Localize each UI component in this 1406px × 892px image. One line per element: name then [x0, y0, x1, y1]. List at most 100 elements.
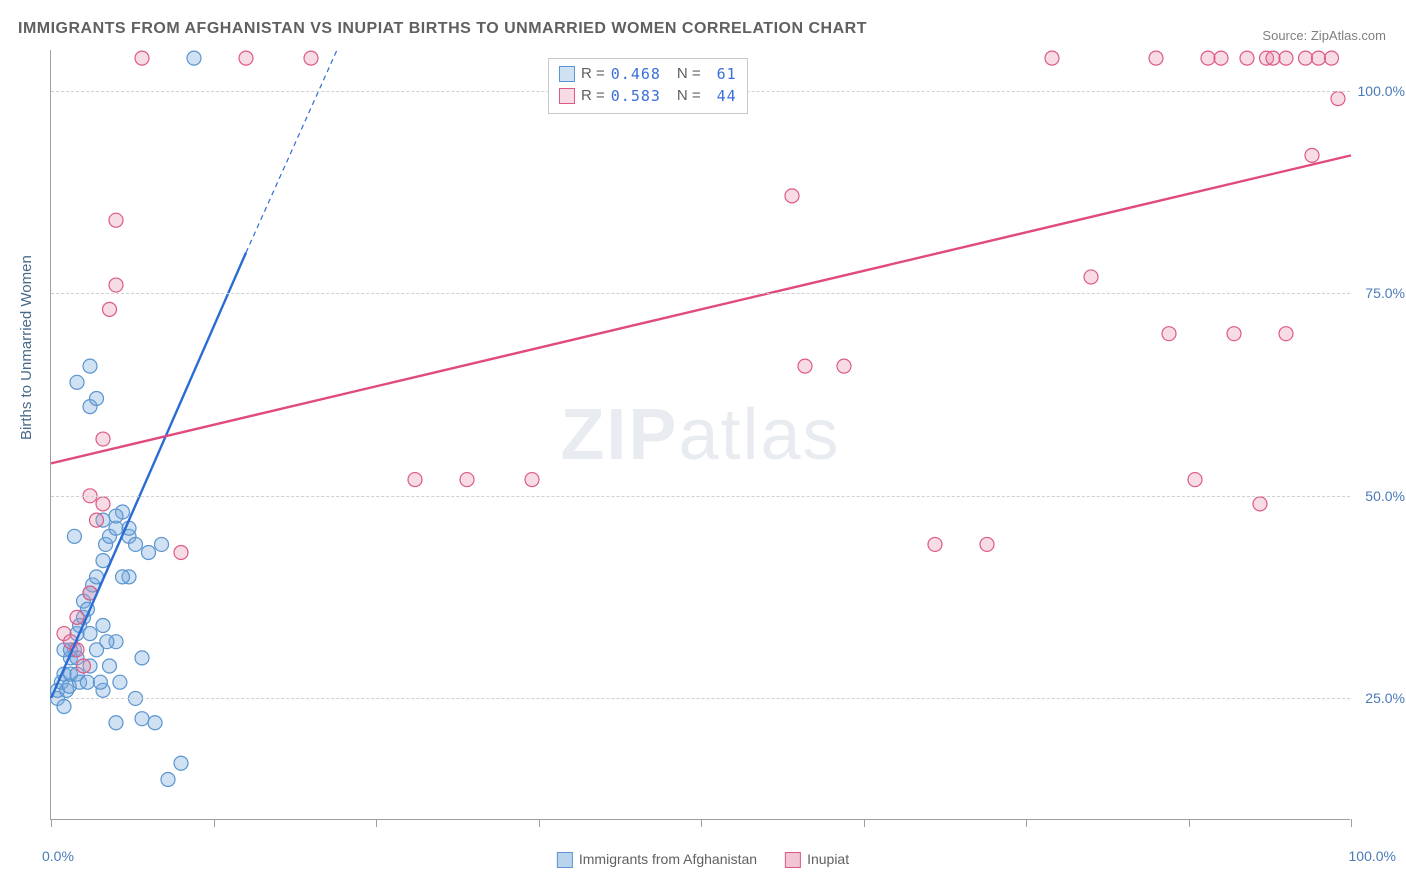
data-point [100, 635, 114, 649]
x-tick [864, 819, 865, 827]
regression-line [51, 155, 1351, 463]
data-point [1201, 51, 1215, 65]
x-tick [1189, 819, 1190, 827]
y-tick-label: 75.0% [1365, 285, 1405, 301]
data-point [135, 651, 149, 665]
legend-swatch [785, 852, 801, 868]
data-point [174, 756, 188, 770]
x-tick [1351, 819, 1352, 827]
chart-svg [51, 50, 1350, 819]
data-point [113, 675, 127, 689]
data-point [239, 51, 253, 65]
data-point [785, 189, 799, 203]
data-point [135, 51, 149, 65]
gridline [51, 496, 1350, 497]
legend-label: Immigrants from Afghanistan [579, 851, 757, 867]
data-point [161, 772, 175, 786]
regression-line [51, 253, 246, 699]
data-point [1253, 497, 1267, 511]
x-axis-label-min: 0.0% [42, 848, 74, 864]
data-point [408, 473, 422, 487]
gridline [51, 698, 1350, 699]
data-point [109, 509, 123, 523]
data-point [187, 51, 201, 65]
data-point [460, 473, 474, 487]
data-point [1331, 92, 1345, 106]
data-point [1240, 51, 1254, 65]
regression-line-extrapolated [246, 50, 337, 253]
data-point [928, 537, 942, 551]
data-point [837, 359, 851, 373]
data-point [96, 618, 110, 632]
y-tick-label: 50.0% [1365, 488, 1405, 504]
stats-legend-box: R =0.468N =61R =0.583N =44 [548, 58, 748, 114]
legend-swatch [557, 852, 573, 868]
data-point [70, 375, 84, 389]
data-point [67, 529, 81, 543]
data-point [90, 392, 104, 406]
data-point [148, 716, 162, 730]
data-point [1266, 51, 1280, 65]
stat-r-value: 0.468 [611, 63, 661, 85]
data-point [1299, 51, 1313, 65]
x-axis-label-max: 100.0% [1349, 848, 1396, 864]
x-tick [51, 819, 52, 827]
data-point [980, 537, 994, 551]
data-point [129, 537, 143, 551]
data-point [1084, 270, 1098, 284]
data-point [57, 700, 71, 714]
data-point [798, 359, 812, 373]
source-attribution: Source: ZipAtlas.com [1262, 28, 1386, 43]
x-tick [214, 819, 215, 827]
data-point [109, 716, 123, 730]
legend-bottom: Immigrants from Afghanistan Inupiat [557, 851, 849, 868]
data-point [174, 546, 188, 560]
stat-r-value: 0.583 [611, 85, 661, 107]
legend-item: Immigrants from Afghanistan [557, 851, 757, 868]
data-point [1045, 51, 1059, 65]
stat-r-label: R = [581, 63, 605, 85]
data-point [1214, 51, 1228, 65]
y-tick-label: 100.0% [1358, 83, 1405, 99]
data-point [1227, 327, 1241, 341]
legend-swatch [559, 88, 575, 104]
data-point [1279, 51, 1293, 65]
y-axis-label: Births to Unmarried Women [18, 255, 35, 440]
chart-title: IMMIGRANTS FROM AFGHANISTAN VS INUPIAT B… [18, 20, 867, 38]
x-tick [1026, 819, 1027, 827]
data-point [155, 537, 169, 551]
stats-row: R = 0.468 N = 61 [559, 63, 737, 85]
legend-swatch [559, 66, 575, 82]
data-point [1325, 51, 1339, 65]
x-tick [539, 819, 540, 827]
stat-r-label: R = [581, 85, 605, 107]
data-point [1312, 51, 1326, 65]
data-point [83, 627, 97, 641]
plot-area: ZIPatlas 25.0%50.0%75.0%100.0% [50, 50, 1350, 820]
data-point [1188, 473, 1202, 487]
data-point [80, 675, 94, 689]
data-point [109, 213, 123, 227]
data-point [96, 497, 110, 511]
legend-item: Inupiat [785, 851, 849, 868]
stat-n-label: N = [677, 63, 701, 85]
x-tick [376, 819, 377, 827]
x-tick [701, 819, 702, 827]
data-point [109, 278, 123, 292]
data-point [1149, 51, 1163, 65]
source-name: ZipAtlas.com [1311, 28, 1386, 43]
data-point [142, 546, 156, 560]
data-point [96, 432, 110, 446]
data-point [103, 302, 117, 316]
data-point [1162, 327, 1176, 341]
data-point [83, 359, 97, 373]
stat-n-label: N = [677, 85, 701, 107]
data-point [1279, 327, 1293, 341]
y-tick-label: 25.0% [1365, 690, 1405, 706]
data-point [103, 659, 117, 673]
data-point [93, 675, 107, 689]
source-label: Source: [1262, 28, 1307, 43]
legend-label: Inupiat [807, 851, 849, 867]
data-point [135, 712, 149, 726]
stat-n-value: 61 [707, 63, 737, 85]
